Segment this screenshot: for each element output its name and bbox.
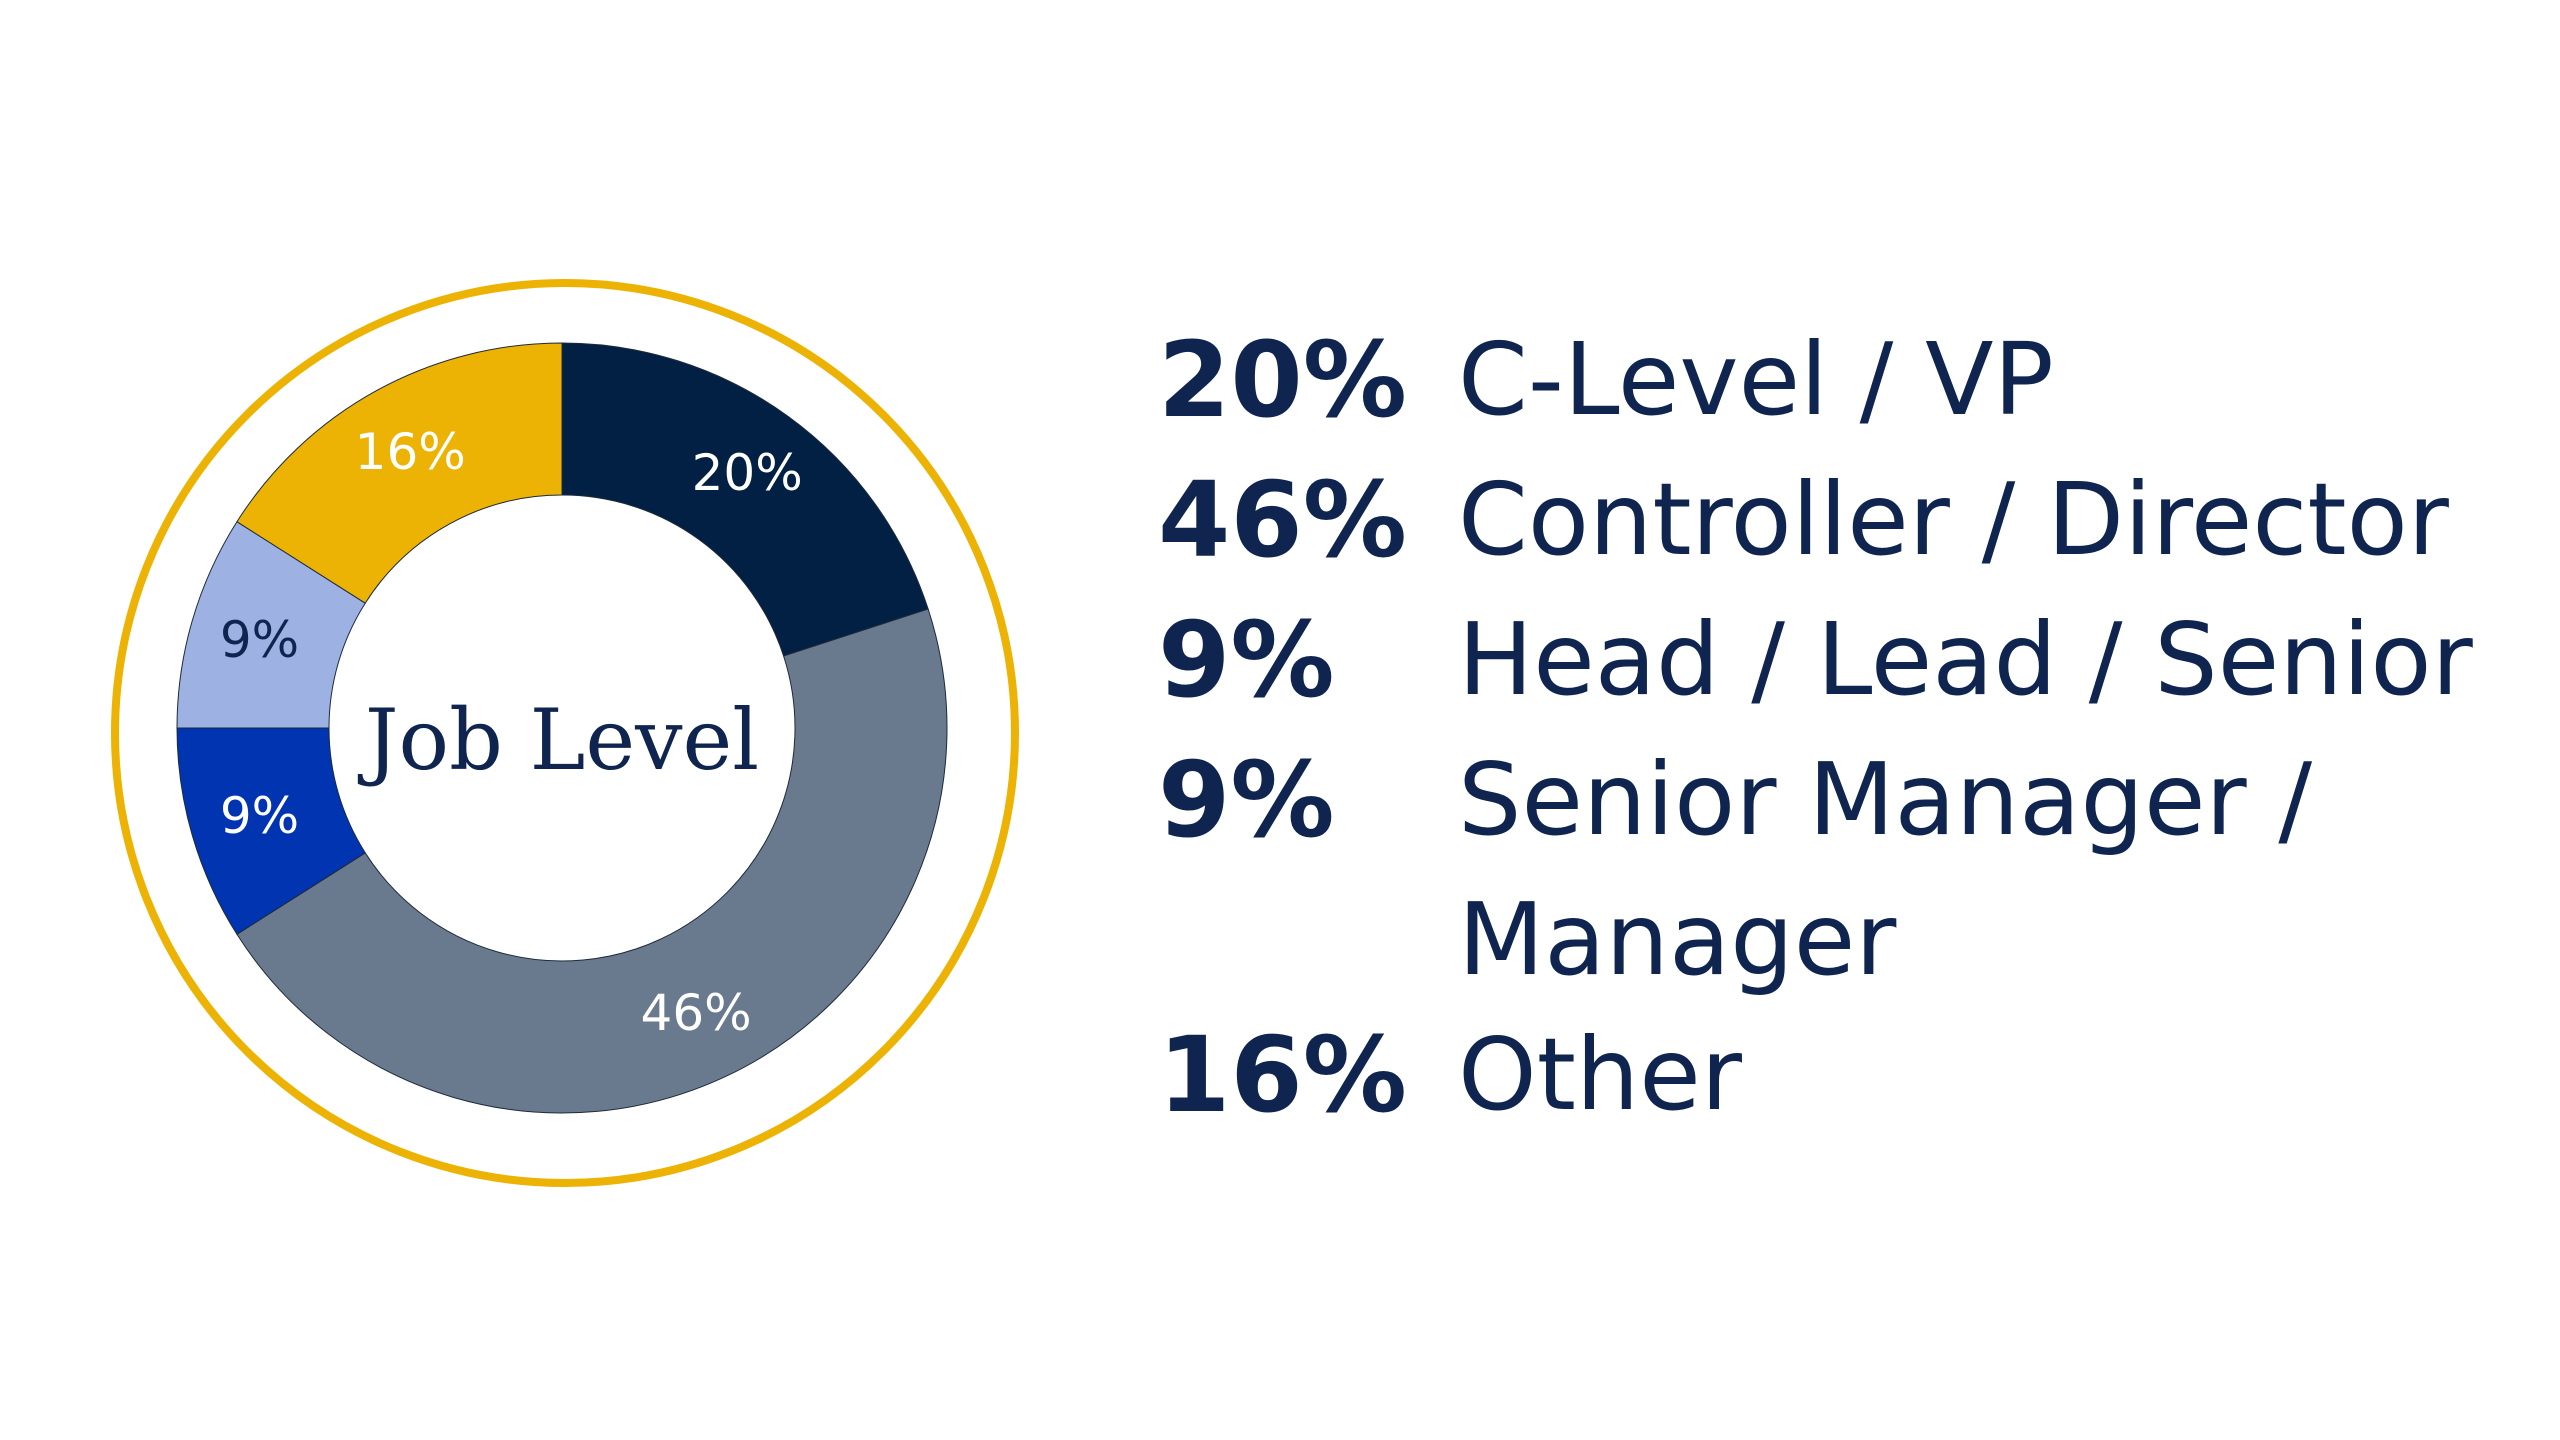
pie-slice <box>561 342 929 657</box>
legend-label: Head / Lead / Senior <box>1458 601 2473 718</box>
legend-item: 9% Senior Manager / Manager <box>1158 730 2378 1010</box>
outer-ring <box>111 279 1019 1187</box>
legend-item: 46% Controller / Director <box>1158 450 2518 590</box>
pie-slice <box>236 608 948 1114</box>
legend-percent: 46% <box>1158 459 1407 581</box>
slice-label: 20% <box>692 444 803 502</box>
pie-slice <box>236 342 563 604</box>
legend-percent: 9% <box>1158 739 1335 861</box>
legend-label: Controller / Director <box>1458 461 2449 578</box>
legend-percent: 9% <box>1158 599 1335 721</box>
slices <box>176 342 948 1114</box>
slice-label: 9% <box>220 611 299 669</box>
legend-label: Other <box>1458 1016 1742 1133</box>
legend-label: Senior Manager / Manager <box>1458 741 2313 998</box>
slice-label: 46% <box>641 984 752 1042</box>
legend-item: 16% Other <box>1158 1005 2518 1145</box>
chart-title: Job Level <box>357 691 759 789</box>
legend-item: 20% C-Level / VP <box>1158 310 2518 450</box>
slice-labels: 20% 46% 9% 9% 16% <box>220 423 803 1042</box>
slice-label: 9% <box>220 787 299 845</box>
slice-label: 16% <box>355 423 466 481</box>
legend-percent: 16% <box>1158 1014 1407 1136</box>
legend-label: C-Level / VP <box>1458 321 2054 438</box>
legend-percent: 20% <box>1158 319 1407 441</box>
legend-item: 9% Head / Lead / Senior <box>1158 590 2518 730</box>
